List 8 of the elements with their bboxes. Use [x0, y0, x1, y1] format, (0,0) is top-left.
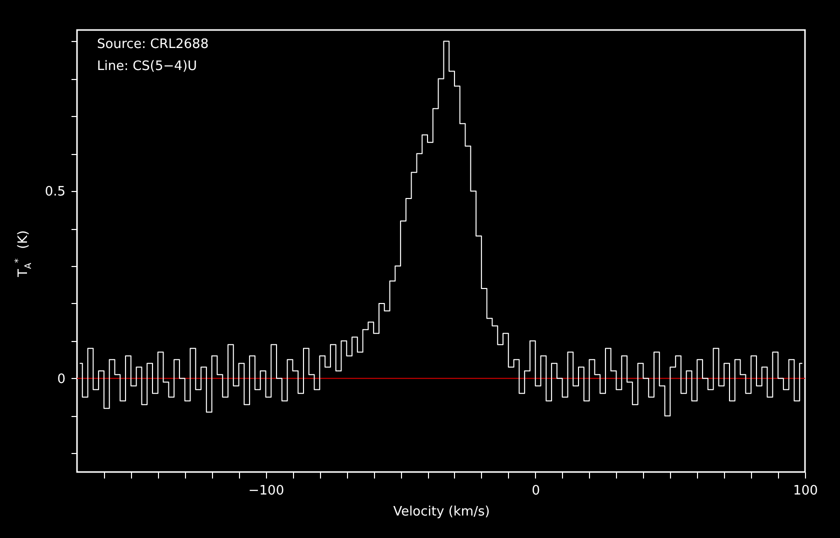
- x-axis-title: Velocity (km/s): [393, 504, 490, 520]
- annotation: Source: CRL2688: [97, 37, 209, 52]
- x-tick-label: 0: [532, 484, 540, 498]
- x-tick-label: 100: [793, 484, 818, 498]
- y-axis-title: TA* (K): [14, 230, 34, 278]
- x-tick-label: −100: [248, 484, 284, 498]
- annotation: Line: CS(5−4)U: [97, 59, 198, 74]
- y-tick-label: 0.5: [44, 184, 66, 200]
